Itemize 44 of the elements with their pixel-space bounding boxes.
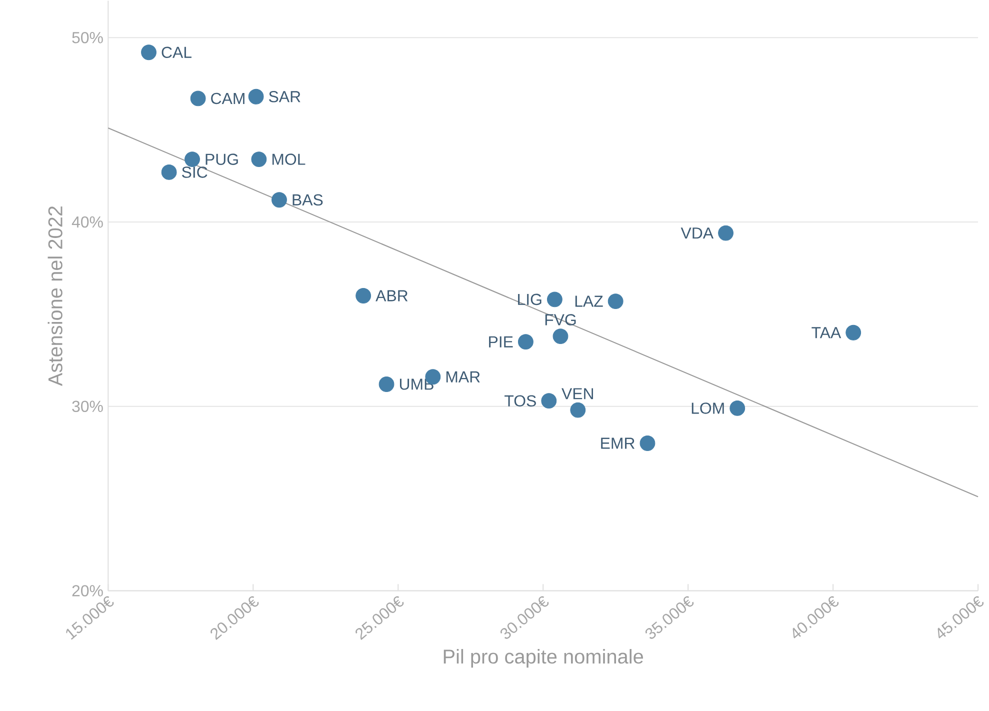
x-axis-title: Pil pro capite nominale <box>444 649 644 668</box>
y-tick-label: 40% <box>72 216 103 228</box>
y-tick-label: 20% <box>72 585 103 596</box>
point <box>248 88 264 104</box>
point <box>552 328 568 344</box>
annotation: VEN <box>562 388 593 400</box>
y-axis-title: Astensione nel 2022 <box>48 206 62 386</box>
annotation: PIE <box>489 336 513 348</box>
point <box>718 225 734 241</box>
point <box>190 90 206 106</box>
annotation: CAL <box>162 46 192 58</box>
point <box>640 436 656 451</box>
point <box>356 288 372 304</box>
annotation: PUG <box>206 154 238 165</box>
y-tick-label: 50% <box>72 32 103 44</box>
point <box>184 152 200 168</box>
annotation: LIG <box>518 294 542 306</box>
annotation: FVG <box>545 314 576 326</box>
point <box>846 324 862 340</box>
annotation: LAZ <box>575 296 603 307</box>
annotation: ABR <box>376 290 408 302</box>
point <box>570 402 586 418</box>
point <box>141 44 156 60</box>
point <box>546 292 562 308</box>
point <box>518 334 534 350</box>
annotation: SAR <box>269 90 300 102</box>
point <box>541 393 557 409</box>
annotation: SIC <box>182 166 208 178</box>
point <box>608 294 624 309</box>
y-tick-label: 30% <box>72 400 103 412</box>
point <box>161 164 177 180</box>
annotation: EMR <box>601 438 635 449</box>
annotation: VDA <box>680 228 714 239</box>
point <box>378 376 394 392</box>
point <box>730 400 746 416</box>
annotation: TAA <box>812 327 842 338</box>
annotation: MOL <box>272 154 306 165</box>
point <box>251 152 267 168</box>
point <box>272 192 287 208</box>
annotation: TOS <box>504 395 536 406</box>
annotation: CAM <box>211 92 244 104</box>
annotation: MAR <box>446 371 480 382</box>
annotation: BAS <box>292 194 323 206</box>
annotation: LOM <box>692 402 724 414</box>
